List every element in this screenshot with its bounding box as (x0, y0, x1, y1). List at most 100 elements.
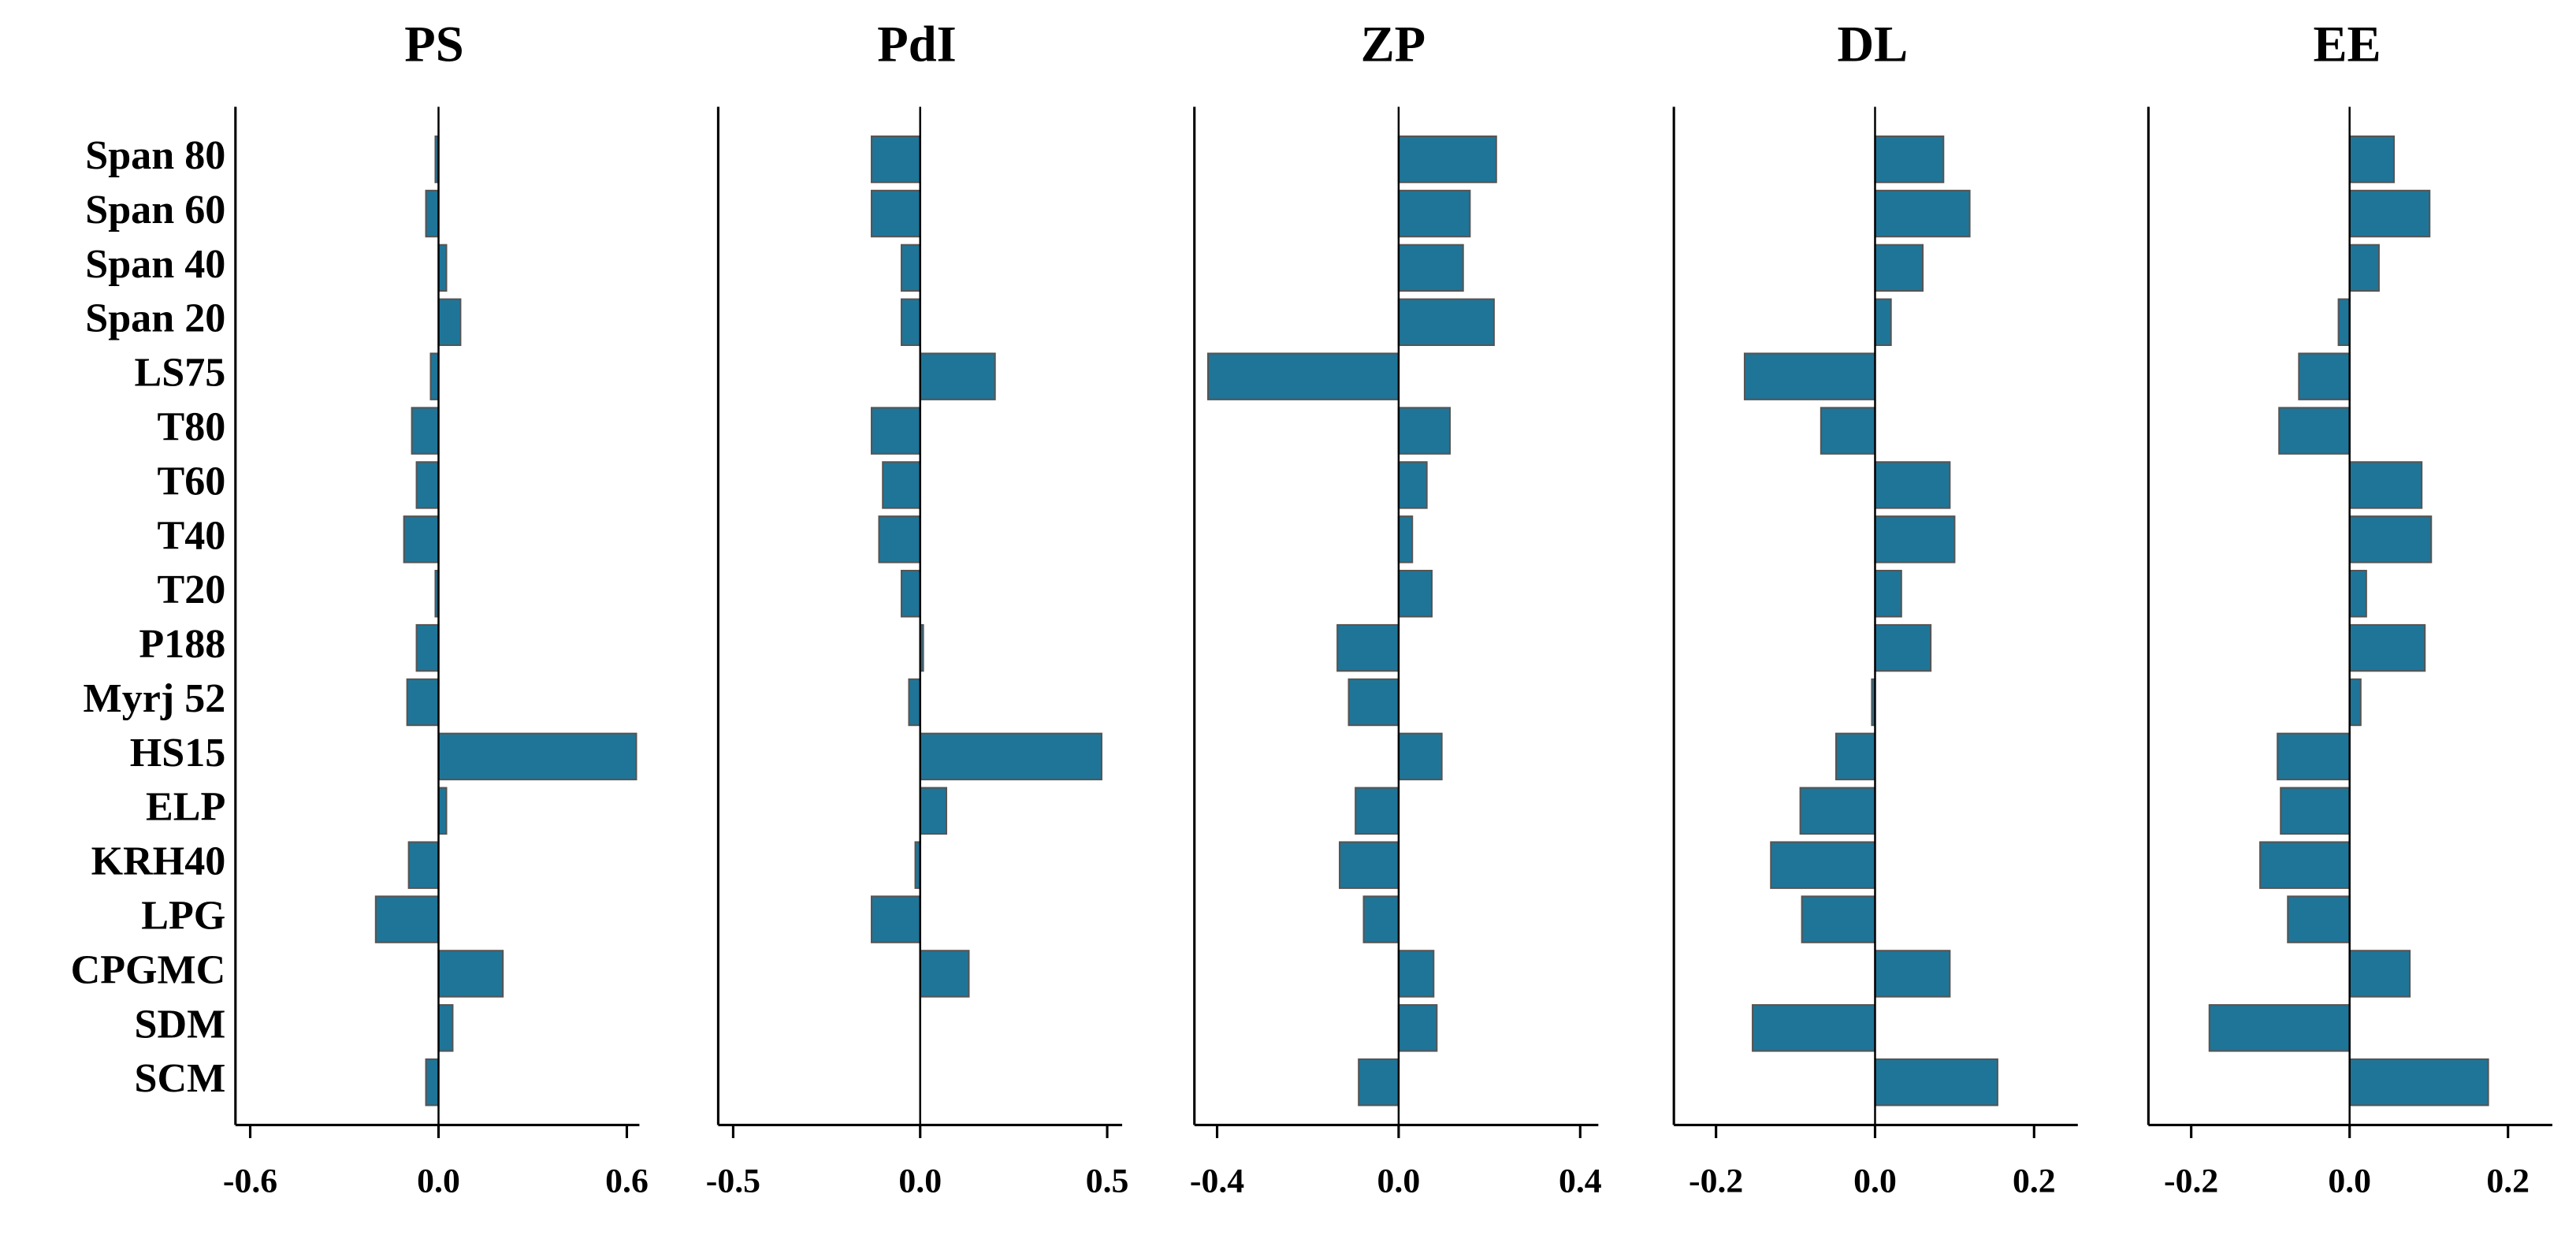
bar (1358, 1058, 1400, 1107)
bar (2287, 895, 2351, 943)
bar (1752, 1004, 1876, 1052)
x-tick-label: -0.4 (1190, 1162, 1244, 1200)
category-label: Span 80 (85, 133, 225, 178)
bar (411, 407, 440, 455)
x-tick-label: 0.2 (2013, 1162, 2056, 1200)
bar (870, 189, 921, 238)
category-label: KRH40 (91, 839, 226, 884)
bar (1874, 189, 1971, 238)
bar (1338, 841, 1400, 889)
category-label: SCM (135, 1056, 226, 1101)
bar (429, 352, 440, 400)
bar (437, 732, 637, 781)
bar (1397, 1004, 1438, 1052)
bar (1820, 407, 1876, 455)
bar (1874, 515, 1956, 564)
bar (1397, 570, 1433, 618)
x-tick-label: 0.0 (898, 1162, 942, 1200)
bar (2280, 787, 2351, 835)
bar (1397, 407, 1452, 455)
category-label: Span 20 (85, 296, 225, 341)
bar (1347, 678, 1400, 727)
category-label: SDM (135, 1002, 226, 1047)
bar (437, 950, 504, 998)
x-tick-label: -0.2 (1689, 1162, 1743, 1200)
x-tick-label: 0.5 (1086, 1162, 1129, 1200)
bar (1355, 787, 1400, 835)
bar (2348, 244, 2380, 292)
bar (919, 950, 970, 998)
bar (1874, 950, 1951, 998)
bar (878, 515, 921, 564)
category-label: Span 60 (85, 188, 225, 232)
bar (1874, 570, 1902, 618)
x-tick-label: 0.0 (417, 1162, 460, 1200)
bar (1397, 732, 1443, 781)
bar (870, 895, 921, 943)
category-label: ELP (146, 785, 225, 830)
bar (1874, 135, 1945, 184)
bar (1397, 950, 1435, 998)
bar (1874, 623, 1932, 672)
bar (1397, 298, 1495, 347)
category-label: T80 (157, 405, 225, 450)
x-tick-label: -0.5 (706, 1162, 760, 1200)
bar (1770, 841, 1876, 889)
x-tick-label: -0.2 (2164, 1162, 2218, 1200)
bar (2348, 461, 2423, 509)
bar (2298, 352, 2351, 400)
category-label: P188 (139, 622, 225, 667)
bar (900, 244, 921, 292)
bar (1874, 244, 1924, 292)
x-tick-label: -0.6 (223, 1162, 277, 1200)
bar (2277, 732, 2351, 781)
bar (437, 1004, 454, 1052)
category-label: Myrj 52 (84, 676, 226, 721)
panel-title: DL (1837, 15, 1908, 72)
category-label: Span 40 (85, 242, 225, 287)
bar (406, 678, 440, 727)
bar (1874, 1058, 1998, 1107)
bar (1397, 189, 1471, 238)
bar (919, 352, 996, 400)
panel-title: EE (2313, 15, 2381, 72)
bar (2348, 135, 2396, 184)
bar (437, 787, 448, 835)
x-tick-label: 0.2 (2486, 1162, 2530, 1200)
bar (919, 787, 948, 835)
category-label: T20 (157, 567, 225, 612)
bar (1834, 732, 1876, 781)
bar (1801, 895, 1876, 943)
panel-title: PS (404, 15, 463, 72)
bar (425, 1058, 440, 1107)
bar (1397, 461, 1428, 509)
bar (374, 895, 440, 943)
bar (2348, 570, 2367, 618)
bar (870, 135, 921, 184)
bar (870, 407, 921, 455)
bar (2259, 841, 2351, 889)
category-label: LS75 (135, 351, 226, 396)
bar (1206, 352, 1400, 400)
bar (2337, 298, 2351, 347)
bar (1799, 787, 1876, 835)
x-tick-label: 0.6 (605, 1162, 649, 1200)
bar (1874, 298, 1892, 347)
bar (1397, 135, 1497, 184)
bar (437, 298, 462, 347)
bar (2278, 407, 2351, 455)
category-label: HS15 (130, 731, 226, 776)
category-label: LPG (141, 894, 225, 939)
bar (900, 570, 921, 618)
bar (1336, 623, 1400, 672)
bar (1397, 244, 1464, 292)
bar (1362, 895, 1400, 943)
bar (2348, 1058, 2489, 1107)
bar (882, 461, 921, 509)
bar (908, 678, 921, 727)
bar (1874, 461, 1951, 509)
x-tick-label: 0.0 (2328, 1162, 2371, 1200)
bar (900, 298, 921, 347)
